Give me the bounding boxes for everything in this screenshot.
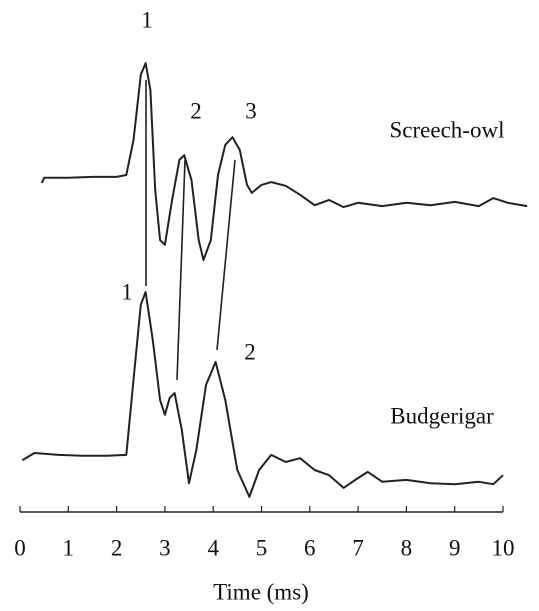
peak-label: 2 bbox=[190, 98, 202, 123]
x-tick-label: 6 bbox=[304, 535, 316, 560]
waveform bbox=[21, 291, 504, 498]
x-axis-label: Time (ms) bbox=[213, 579, 309, 604]
x-tick-label: 2 bbox=[111, 535, 123, 560]
peak-label: 2 bbox=[244, 339, 256, 364]
peak-label: 3 bbox=[245, 98, 257, 123]
connector bbox=[216, 159, 236, 351]
series-label: Budgerigar bbox=[390, 403, 494, 428]
series-label: Screech-owl bbox=[390, 117, 505, 142]
x-tick-label: 1 bbox=[63, 535, 75, 560]
peak-label: 1 bbox=[141, 7, 153, 32]
connector bbox=[176, 159, 186, 381]
x-tick-label: 7 bbox=[352, 535, 364, 560]
waveform bbox=[40, 62, 528, 261]
x-tick-label: 0 bbox=[14, 535, 26, 560]
x-tick-label: 9 bbox=[449, 535, 461, 560]
x-tick-label: 4 bbox=[207, 535, 219, 560]
x-tick-label: 10 bbox=[492, 535, 515, 560]
x-tick-label: 3 bbox=[159, 535, 171, 560]
x-tick-label: 8 bbox=[401, 535, 413, 560]
x-tick-label: 5 bbox=[256, 535, 268, 560]
peak-label: 1 bbox=[121, 279, 133, 304]
peak-connectors bbox=[145, 80, 236, 381]
